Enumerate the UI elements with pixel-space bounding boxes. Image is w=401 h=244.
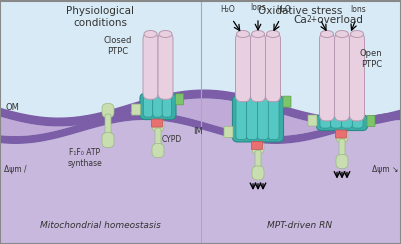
Ellipse shape <box>266 30 279 38</box>
FancyBboxPatch shape <box>105 114 111 135</box>
FancyBboxPatch shape <box>250 33 265 102</box>
FancyBboxPatch shape <box>251 166 263 180</box>
FancyBboxPatch shape <box>251 142 262 150</box>
Text: Ions: Ions <box>349 5 365 14</box>
Ellipse shape <box>144 30 157 38</box>
Ellipse shape <box>159 30 172 38</box>
FancyBboxPatch shape <box>251 141 263 154</box>
FancyBboxPatch shape <box>140 93 176 120</box>
FancyBboxPatch shape <box>316 115 367 131</box>
FancyBboxPatch shape <box>334 33 348 121</box>
FancyBboxPatch shape <box>282 96 290 107</box>
Text: IM: IM <box>192 128 202 136</box>
Text: 2+: 2+ <box>306 15 317 24</box>
FancyBboxPatch shape <box>102 132 114 148</box>
Text: OM: OM <box>6 103 20 112</box>
FancyBboxPatch shape <box>235 98 246 140</box>
FancyBboxPatch shape <box>102 103 114 118</box>
FancyBboxPatch shape <box>162 96 171 117</box>
FancyBboxPatch shape <box>257 98 267 140</box>
Text: Open
PTPC: Open PTPC <box>358 49 381 69</box>
FancyBboxPatch shape <box>254 151 260 167</box>
FancyBboxPatch shape <box>155 128 160 145</box>
Text: Mitochondrial homeostasis: Mitochondrial homeostasis <box>39 221 160 230</box>
FancyBboxPatch shape <box>338 139 344 156</box>
Text: F₁F₀ ATP
synthase: F₁F₀ ATP synthase <box>67 148 102 168</box>
Text: Ca: Ca <box>292 15 306 25</box>
Polygon shape <box>0 112 401 144</box>
FancyBboxPatch shape <box>143 33 158 99</box>
FancyBboxPatch shape <box>175 94 183 105</box>
FancyBboxPatch shape <box>351 117 362 128</box>
FancyBboxPatch shape <box>232 96 283 142</box>
Polygon shape <box>0 90 401 126</box>
Text: H₂O: H₂O <box>276 5 291 14</box>
FancyBboxPatch shape <box>330 117 341 128</box>
Ellipse shape <box>251 30 264 38</box>
Text: Δψm /: Δψm / <box>4 164 26 173</box>
FancyBboxPatch shape <box>246 98 257 140</box>
Polygon shape <box>0 120 401 244</box>
FancyBboxPatch shape <box>265 33 280 102</box>
FancyBboxPatch shape <box>319 33 334 121</box>
FancyBboxPatch shape <box>335 130 346 138</box>
FancyBboxPatch shape <box>307 115 316 126</box>
Text: Closed
PTPC: Closed PTPC <box>103 36 132 56</box>
Text: MPT-driven RN: MPT-driven RN <box>267 221 332 230</box>
FancyBboxPatch shape <box>348 33 364 121</box>
FancyBboxPatch shape <box>131 104 140 115</box>
Text: Δψm ↘: Δψm ↘ <box>371 164 397 173</box>
FancyBboxPatch shape <box>158 33 172 99</box>
FancyBboxPatch shape <box>341 117 351 128</box>
Text: CYPD: CYPD <box>162 135 182 144</box>
Text: Ions: Ions <box>249 3 265 12</box>
FancyBboxPatch shape <box>335 130 347 142</box>
Text: H₂O: H₂O <box>220 5 235 14</box>
Text: Physiological
conditions: Physiological conditions <box>66 6 134 28</box>
Polygon shape <box>0 99 401 136</box>
FancyBboxPatch shape <box>335 154 347 169</box>
Text: Oxidative stress: Oxidative stress <box>257 6 341 16</box>
FancyBboxPatch shape <box>152 96 162 117</box>
Text: overload: overload <box>313 15 362 25</box>
FancyBboxPatch shape <box>267 98 278 140</box>
FancyBboxPatch shape <box>151 119 162 127</box>
FancyBboxPatch shape <box>152 119 164 132</box>
FancyBboxPatch shape <box>152 143 164 158</box>
Ellipse shape <box>350 30 363 38</box>
Ellipse shape <box>335 30 348 38</box>
FancyBboxPatch shape <box>235 33 250 102</box>
FancyBboxPatch shape <box>319 117 330 128</box>
FancyBboxPatch shape <box>366 115 374 126</box>
Ellipse shape <box>236 30 249 38</box>
Ellipse shape <box>320 30 333 38</box>
FancyBboxPatch shape <box>223 126 233 137</box>
FancyBboxPatch shape <box>143 96 152 117</box>
